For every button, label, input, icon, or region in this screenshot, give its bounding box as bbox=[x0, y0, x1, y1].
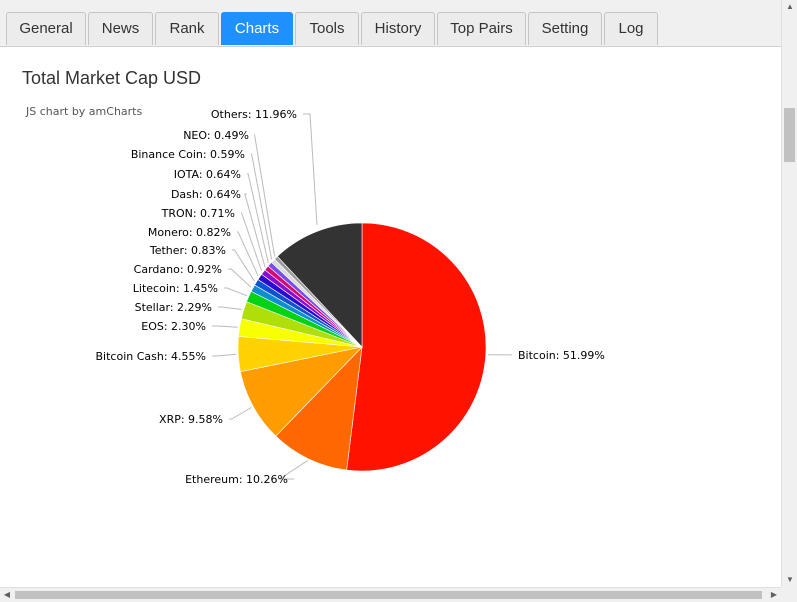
tab-rank[interactable]: Rank bbox=[155, 12, 219, 45]
label-leader-line bbox=[232, 249, 255, 282]
label-leader-line bbox=[241, 212, 263, 272]
tab-setting[interactable]: Setting bbox=[528, 12, 602, 45]
label-leader-line bbox=[224, 287, 248, 297]
tab-top-pairs[interactable]: Top Pairs bbox=[437, 12, 526, 45]
horizontal-scroll-thumb[interactable] bbox=[15, 591, 762, 599]
tab-log[interactable]: Log bbox=[604, 12, 658, 45]
slice-label: TRON: 0.71% bbox=[161, 207, 235, 220]
pie-slice-xrp[interactable] bbox=[240, 346, 363, 437]
horizontal-scrollbar[interactable]: ◀ ▶ bbox=[0, 587, 781, 602]
tab-tools[interactable]: Tools bbox=[295, 12, 359, 45]
scroll-down-arrow-icon[interactable]: ▼ bbox=[786, 575, 794, 584]
slice-label: Binance Coin: 0.59% bbox=[131, 148, 245, 161]
scroll-left-arrow-icon[interactable]: ◀ bbox=[3, 590, 11, 599]
label-leader-line bbox=[247, 173, 269, 263]
label-leader-line bbox=[218, 306, 242, 310]
pie-slice-ethereum[interactable] bbox=[275, 346, 363, 471]
slice-label: Bitcoin: 51.99% bbox=[518, 349, 605, 362]
label-leader-line bbox=[244, 193, 266, 267]
slice-label: Bitcoin Cash: 4.55% bbox=[96, 350, 207, 363]
label-leader-line bbox=[212, 353, 237, 357]
pie-slice-others[interactable] bbox=[276, 222, 363, 348]
slice-label: Cardano: 0.92% bbox=[134, 263, 222, 276]
slice-label: XRP: 9.58% bbox=[159, 413, 223, 426]
vertical-scroll-thumb[interactable] bbox=[784, 108, 795, 162]
label-leader-line bbox=[237, 231, 259, 277]
tab-history[interactable]: History bbox=[361, 12, 435, 45]
tab-general[interactable]: General bbox=[6, 12, 86, 45]
label-leader-line bbox=[251, 153, 273, 260]
charts-panel: Total Market Cap USD JS chart by amChart… bbox=[0, 47, 781, 587]
label-leader-line bbox=[303, 113, 318, 226]
tab-charts[interactable]: Charts bbox=[221, 12, 293, 45]
tab-news[interactable]: News bbox=[88, 12, 153, 45]
tab-bar: General News Rank Charts Tools History T… bbox=[0, 0, 781, 47]
slice-label: Others: 11.96% bbox=[211, 108, 297, 121]
slice-label: EOS: 2.30% bbox=[141, 320, 206, 333]
slice-label: Stellar: 2.29% bbox=[135, 301, 212, 314]
scroll-right-arrow-icon[interactable]: ▶ bbox=[770, 590, 778, 599]
slice-label: Litecoin: 1.45% bbox=[133, 282, 218, 295]
slice-label: Tether: 0.83% bbox=[149, 244, 226, 257]
label-leader-line bbox=[212, 325, 238, 328]
label-leader-line bbox=[229, 407, 252, 420]
pie-slice-bitcoin[interactable] bbox=[346, 222, 487, 472]
slice-label: IOTA: 0.64% bbox=[174, 168, 241, 181]
slice-label: Monero: 0.82% bbox=[148, 226, 231, 239]
pie-chart: Bitcoin: 51.99% Ethereum: 10.26% XRP: 9.58… bbox=[96, 108, 605, 486]
slice-label: Dash: 0.64% bbox=[171, 188, 241, 201]
label-leader-line bbox=[228, 268, 252, 288]
scrollbar-corner bbox=[781, 587, 797, 602]
slice-label: Ethereum: 10.26% bbox=[185, 473, 288, 486]
slice-label: NEO: 0.49% bbox=[183, 129, 249, 142]
label-leader-line bbox=[277, 460, 308, 480]
chart-title: Total Market Cap USD bbox=[22, 68, 202, 88]
label-leader-line bbox=[254, 134, 276, 257]
amcharts-credit-link[interactable]: JS chart by amCharts bbox=[26, 105, 143, 118]
scroll-up-arrow-icon[interactable]: ▲ bbox=[786, 2, 794, 11]
vertical-scrollbar[interactable]: ▲ ▼ bbox=[781, 0, 797, 587]
